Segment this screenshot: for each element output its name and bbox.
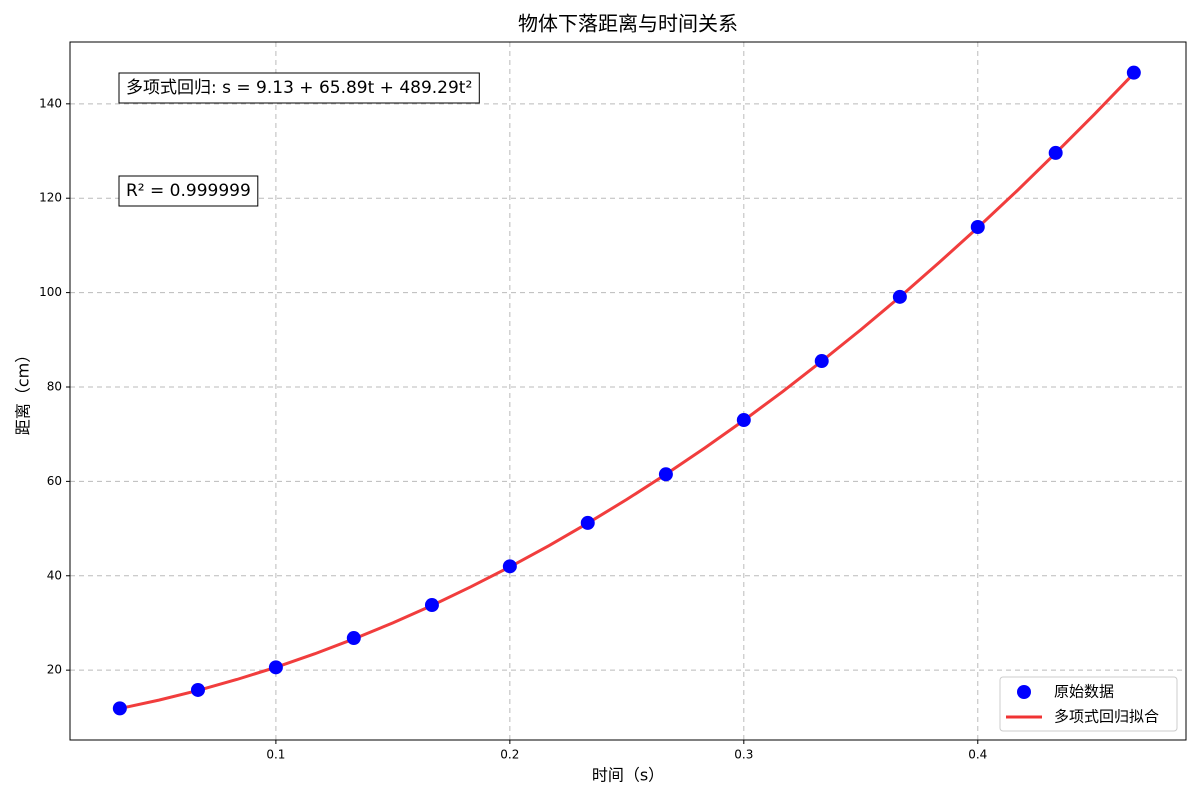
x-tick-label: 0.3: [734, 748, 753, 762]
x-axis-label: 时间（s）: [592, 766, 664, 785]
data-point: [1048, 145, 1063, 160]
x-tick-label: 0.4: [968, 748, 987, 762]
legend-label: 多项式回归拟合: [1054, 708, 1159, 726]
y-axis-label: 距离（cm）: [14, 347, 33, 435]
data-point: [502, 559, 517, 574]
annotation-box: [118, 175, 259, 207]
y-tick-label: 20: [47, 663, 62, 677]
y-tick-label: 40: [47, 568, 62, 582]
y-tick-label: 80: [47, 379, 62, 393]
chart-title: 物体下落距离与时间关系: [518, 12, 738, 36]
data-point: [190, 682, 205, 697]
y-tick-label: 140: [39, 96, 62, 110]
legend-label: 原始数据: [1054, 683, 1114, 701]
data-point: [112, 701, 127, 716]
data-point: [346, 631, 361, 646]
legend-box: [999, 676, 1178, 732]
data-point: [892, 289, 907, 304]
plot-frame: [69, 41, 1187, 741]
annotation: R² = 0.999999: [126, 181, 251, 201]
legend-marker: [1017, 685, 1031, 699]
annotation: 多项式回归: s = 9.13 + 65.89t + 489.29t²: [126, 78, 472, 98]
y-tick-label: 100: [39, 285, 62, 299]
fit-line: [119, 72, 1135, 710]
data-point: [814, 354, 829, 369]
data-point: [424, 598, 439, 613]
data-point: [580, 515, 595, 530]
x-tick-label: 0.1: [266, 748, 285, 762]
y-tick-label: 60: [47, 474, 62, 488]
data-point: [736, 413, 751, 428]
data-point: [658, 467, 673, 482]
y-tick-label: 120: [39, 191, 62, 205]
data-point: [268, 660, 283, 675]
annotation-box: [118, 72, 480, 104]
data-point: [970, 220, 985, 235]
data-point: [1126, 65, 1141, 80]
x-tick-label: 0.2: [500, 748, 519, 762]
